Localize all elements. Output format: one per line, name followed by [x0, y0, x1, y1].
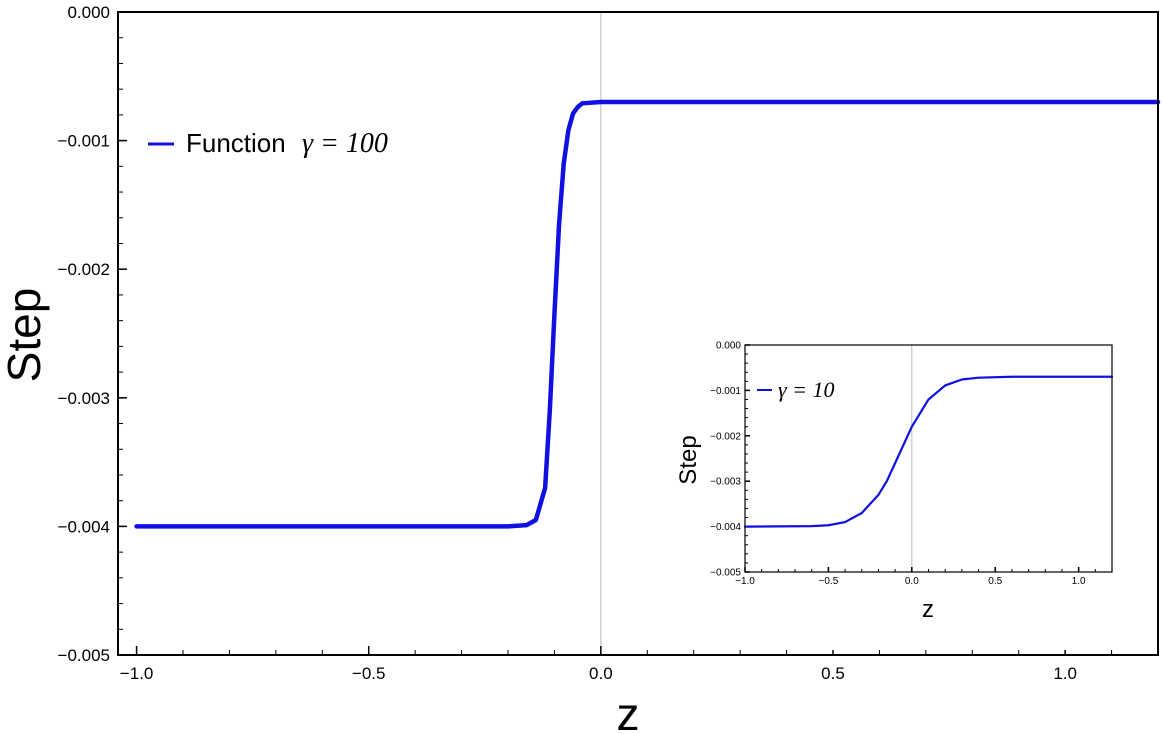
- main-x-axis-label: z: [617, 688, 640, 734]
- inset-plot-frame: [744, 344, 1113, 573]
- x-tick-label: 0.5: [988, 576, 1002, 587]
- y-tick-label: −0.003: [710, 477, 741, 488]
- x-tick-label: −0.5: [819, 576, 839, 587]
- x-tick-label: −1.0: [735, 576, 755, 587]
- inset-background: [668, 330, 1128, 650]
- main-series-line: [134, 99, 1161, 529]
- y-tick-label: 0.000: [716, 341, 741, 352]
- y-tick-label: 0.000: [67, 3, 110, 22]
- y-tick-label: −0.003: [58, 389, 110, 408]
- main-legend-label: Function: [186, 128, 286, 158]
- y-tick-label: −0.002: [710, 431, 741, 442]
- y-tick-label: −0.005: [58, 646, 110, 665]
- x-tick-label: 1.0: [1053, 664, 1077, 683]
- main-y-axis-label: Step: [0, 288, 50, 383]
- x-tick-label: 1.0: [1072, 576, 1086, 587]
- y-tick-label: −0.002: [58, 260, 110, 279]
- main-plot-frame: [117, 11, 1159, 656]
- x-tick-label: 0.0: [905, 576, 919, 587]
- x-tick-label: 0.5: [821, 664, 845, 683]
- x-tick-label: −0.5: [352, 664, 386, 683]
- y-tick-label: −0.004: [58, 517, 110, 536]
- inset-legend-math: γ = 10: [778, 377, 835, 402]
- inset-x-ticks: −1.0 −0.5 0.0 0.5 1.0: [735, 567, 1113, 587]
- inset-series-line: [743, 375, 1114, 528]
- y-tick-label: −0.001: [58, 132, 110, 151]
- inset-chart: 0.000 −0.001 −0.002 −0.003 −0.004 −0.005 −1.0…: [668, 330, 1128, 650]
- inset-y-axis-label: Step: [675, 435, 702, 484]
- main-chart: 0.000 −0.001 −0.002 −0.003 −0.004 −0.005 −1.0…: [0, 3, 1161, 734]
- y-tick-label: −0.001: [710, 386, 741, 397]
- main-x-ticks: −1.0 −0.5 0.0 0.5 1.0: [120, 646, 1159, 683]
- y-tick-label: −0.005: [710, 568, 741, 579]
- inset-legend: γ = 10: [757, 377, 835, 402]
- inset-x-axis-label: z: [922, 596, 934, 623]
- x-tick-label: 0.0: [589, 664, 613, 683]
- y-tick-label: −0.004: [710, 522, 741, 533]
- main-legend-math: γ = 100: [302, 128, 388, 159]
- main-y-ticks: 0.000 −0.001 −0.002 −0.003 −0.004 −0.005: [58, 3, 127, 665]
- main-legend: Function γ = 100: [148, 128, 388, 159]
- x-tick-label: −1.0: [120, 664, 154, 683]
